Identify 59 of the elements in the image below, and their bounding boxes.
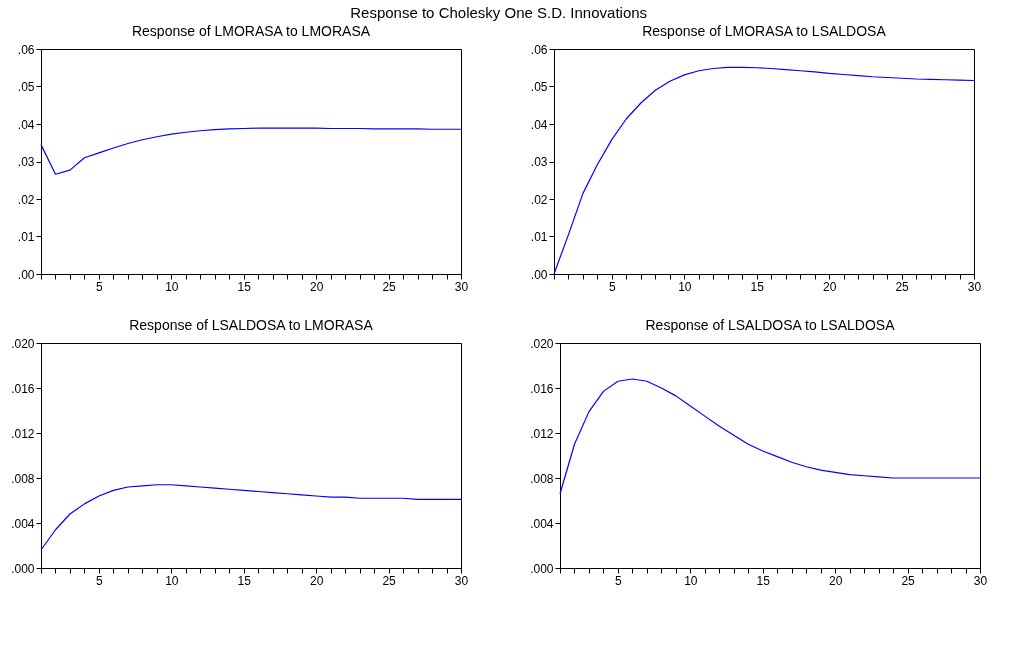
x-tick-label: 15 — [237, 279, 252, 294]
line-series — [40, 127, 462, 175]
y-tick-label: .03 — [17, 155, 35, 169]
x-tick-label: 20 — [309, 279, 324, 294]
line-series — [40, 484, 462, 551]
x-tick-label: 25 — [901, 573, 916, 588]
x-tick-label: 30 — [454, 573, 469, 588]
y-tick-label: .020 — [11, 336, 35, 351]
x-tick-label: 20 — [828, 573, 843, 588]
chart-title: Response of LSALDOSA to LSALDOSA — [645, 317, 896, 333]
y-tick-label: .04 — [17, 117, 35, 132]
y-tick-label: .06 — [17, 42, 35, 57]
x-tick-label: 10 — [684, 573, 698, 588]
chart-title: Response of LMORASA to LSALDOSA — [642, 23, 887, 39]
x-tick-label: 30 — [973, 573, 988, 588]
y-tick-label: .004 — [11, 516, 35, 531]
x-tick-label: 5 — [96, 573, 104, 588]
x-tick-label: 10 — [165, 279, 179, 294]
y-tick-label: .004 — [530, 516, 554, 531]
x-tick-label: 20 — [309, 573, 324, 588]
x-tick-label: 30 — [967, 279, 982, 294]
y-tick-label: .020 — [530, 336, 554, 351]
y-tick-label: .01 — [17, 230, 35, 244]
x-tick-label: 5 — [96, 279, 104, 294]
x-tick-label: 25 — [895, 279, 910, 294]
x-tick-label: 5 — [615, 573, 623, 588]
line-series — [559, 378, 981, 495]
y-tick-label: .05 — [17, 80, 35, 94]
x-tick-label: 5 — [609, 279, 617, 294]
text: Response to Cholesky One S.D. Innovations — [350, 3, 648, 21]
y-tick-label: .02 — [17, 192, 35, 207]
line-series — [553, 66, 975, 275]
chart-title: Response of LSALDOSA to LMORASA — [129, 317, 374, 333]
x-tick-label: 15 — [237, 573, 252, 588]
y-tick-label: .008 — [11, 471, 35, 486]
x-tick-label: 15 — [750, 279, 765, 294]
x-tick-label: 25 — [382, 573, 397, 588]
y-tick-label: .01 — [530, 230, 548, 244]
y-tick-label: .03 — [530, 155, 548, 169]
x-tick-label: 25 — [382, 279, 397, 294]
x-tick-label: 20 — [822, 279, 837, 294]
x-tick-label: 30 — [454, 279, 469, 294]
x-tick-label: 10 — [678, 279, 692, 294]
y-tick-label: .02 — [530, 192, 548, 207]
y-tick-label: .04 — [530, 117, 548, 132]
y-tick-label: .05 — [530, 80, 548, 94]
y-tick-label: .000 — [11, 561, 35, 576]
y-tick-label: .016 — [530, 381, 554, 396]
chart-title: Response of LMORASA to LMORASA — [131, 23, 371, 39]
y-tick-label: .012 — [11, 426, 35, 441]
y-tick-label: .016 — [11, 381, 35, 396]
y-tick-label: .00 — [530, 267, 548, 282]
y-tick-label: .000 — [530, 561, 554, 576]
x-tick-label: 15 — [756, 573, 771, 588]
y-tick-label: .06 — [530, 42, 548, 57]
y-tick-label: .012 — [530, 426, 554, 441]
y-tick-label: .008 — [530, 471, 554, 486]
y-tick-label: .00 — [17, 267, 35, 282]
x-tick-label: 10 — [165, 573, 179, 588]
